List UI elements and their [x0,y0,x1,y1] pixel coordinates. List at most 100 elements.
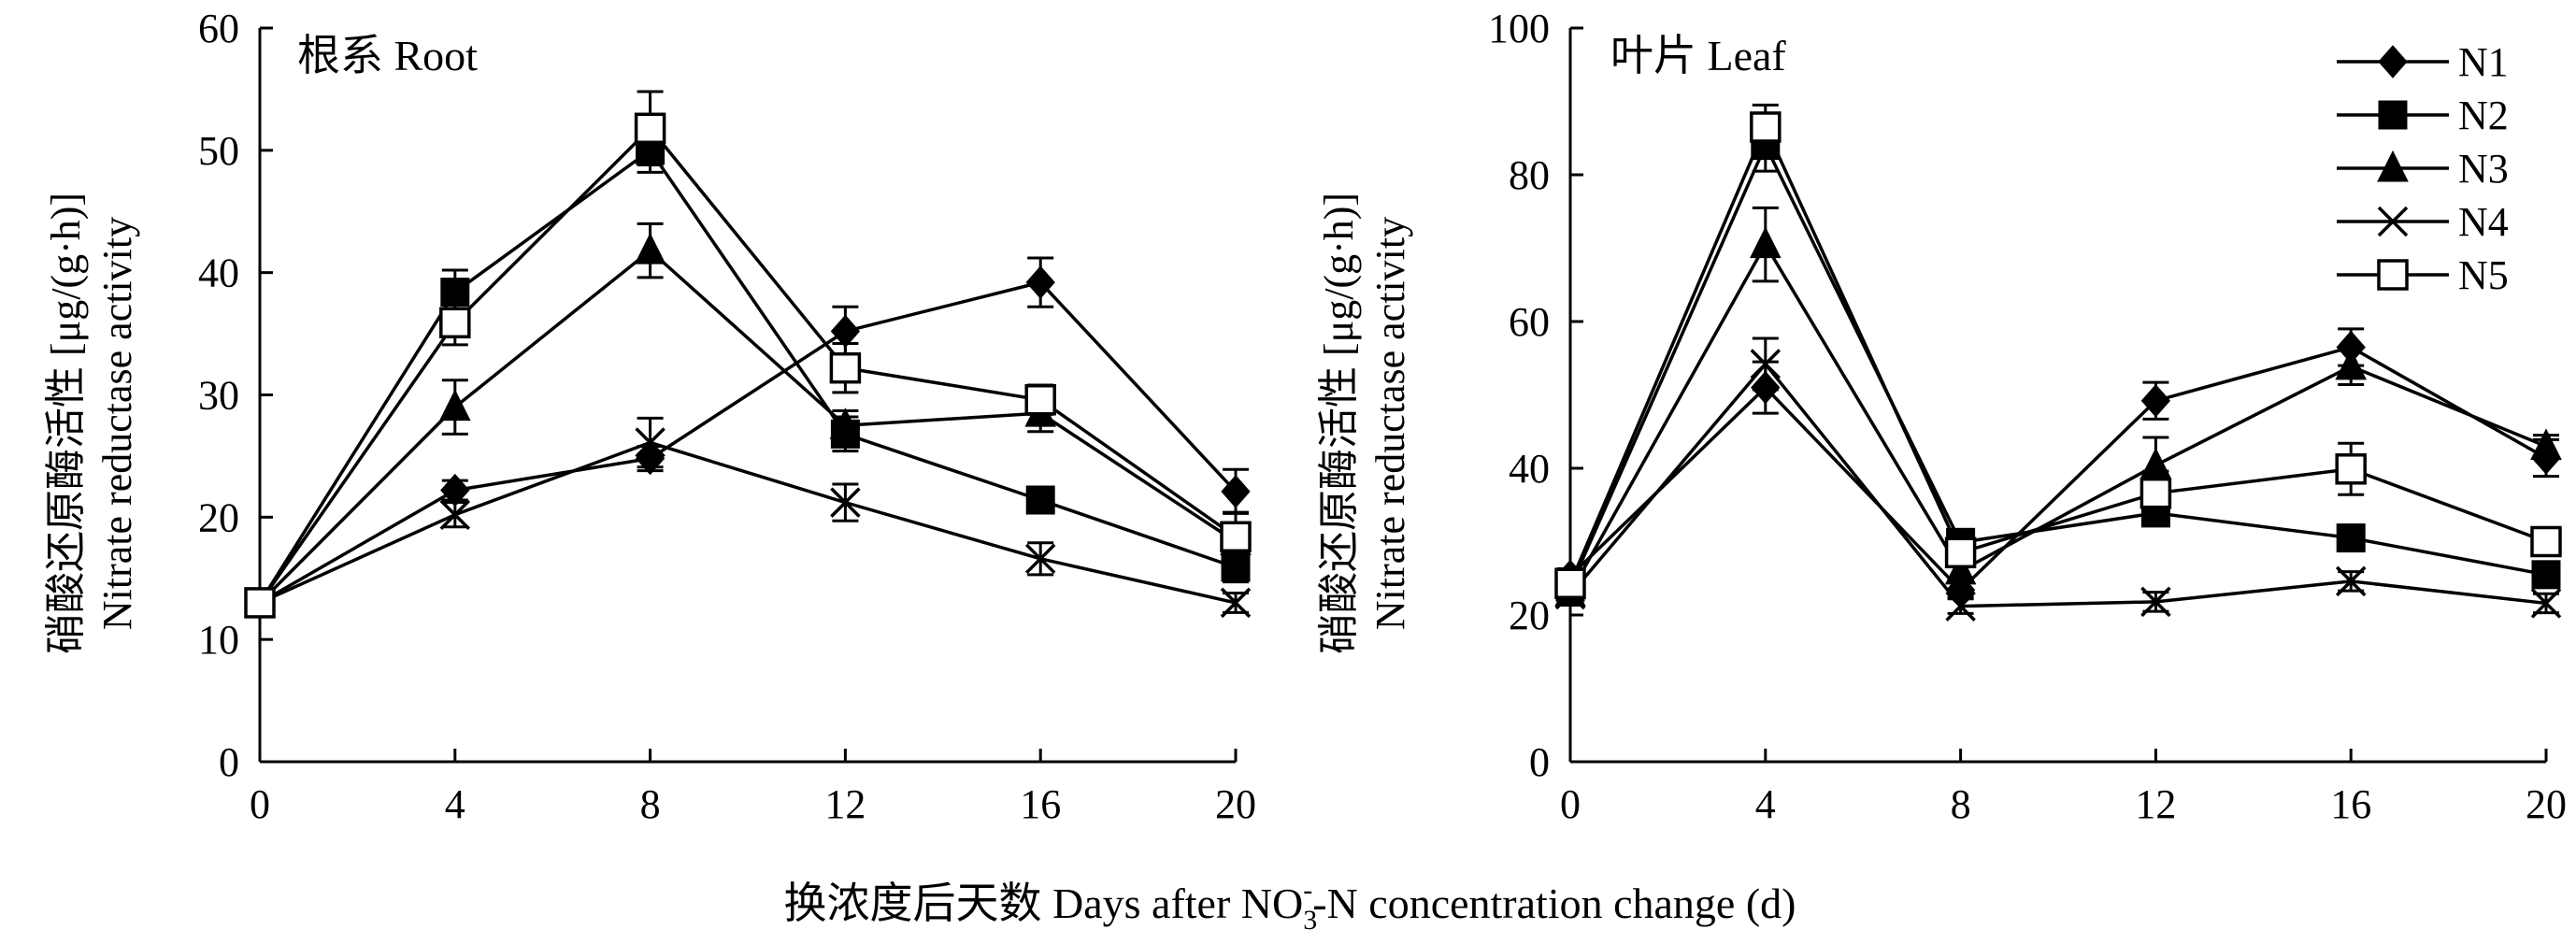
root-ylabel-cn: 硝酸还原酶活性 [μg/(g·h)] [43,193,89,654]
leaf-ylabel-en: Nitrate reductase activity [1367,217,1413,630]
leaf-y-tick-label: 60 [1509,299,1550,345]
leaf-point-n2 [2531,560,2561,590]
root-point-n2 [1221,552,1251,582]
legend-item-n2: N2 [2337,93,2509,138]
leaf-point-n5 [2530,525,2562,558]
root-series-n4 [244,416,1252,619]
root-point-n4 [1220,587,1252,619]
legend-item-n5: N5 [2337,252,2509,298]
legend-item-n3: N3 [2337,146,2509,192]
root-point-n5 [1024,383,1056,416]
legend: N1 N2 N3 N4 N5 [2337,39,2509,298]
legend-marker-n3 [2377,150,2409,182]
leaf-point-n5 [1750,111,1782,143]
root-point-n5 [1220,521,1252,553]
leaf-point-n5 [1944,536,1977,569]
legend-label-n3: N3 [2458,146,2509,192]
legend-label-n2: N2 [2458,93,2509,138]
legend-item-n1: N1 [2337,39,2509,85]
root-point-n5 [829,351,862,384]
root-x-tick-label: 4 [445,781,465,827]
root-point-n3 [438,389,471,422]
root-point-n4 [635,427,665,458]
leaf-point-n3 [1749,226,1782,259]
leaf-point-n5 [2140,477,2172,509]
leaf-point-n3 [2335,348,2368,380]
leaf-point-n4 [2530,588,2562,619]
leaf-x-tick-label: 12 [2135,781,2176,827]
leaf-x-tick-label: 0 [1560,781,1581,827]
legend-label-n1: N1 [2458,39,2509,85]
leaf-y-tick-label: 0 [1529,739,1550,785]
root-line-n4 [259,440,1237,605]
leaf-y-tick-label: 80 [1509,152,1550,198]
leaf-series-n1 [1555,327,2561,608]
root-point-n3 [634,232,666,265]
root-x-tick-label: 16 [1020,781,1061,827]
root-point-n3 [829,408,862,439]
leaf-line-n4 [1568,361,2547,608]
root-series-n3 [244,222,1252,617]
leaf-line-n1 [1568,345,2547,593]
root-y-tick-label: 20 [198,494,239,540]
root-ylabel-en: Nitrate reductase activity [94,217,140,630]
leaf-point-n4 [1945,591,1976,622]
root-series-n1 [245,256,1251,620]
root-point-n4 [1024,543,1056,575]
leaf-x-tick-label: 8 [1951,781,1971,827]
root-y-tick-label: 60 [198,6,239,51]
leaf-panel-title: 叶片 Leaf [1610,32,1786,79]
leaf-x-tick-label: 16 [2330,781,2371,827]
root-line-n2 [258,148,1237,604]
leaf-ylabel-cn: 硝酸还原酶活性 [μg/(g·h)] [1316,193,1362,654]
root-point-n1 [1025,265,1055,299]
root-y-tick-label: 50 [198,128,239,174]
root-x-tick-label: 20 [1215,781,1256,827]
root-panel-title: 根系 Root [297,32,478,79]
x-axis-label-main: 换浓度后天数 Days after NO [784,880,1304,927]
leaf-y-tick-label: 100 [1488,6,1550,51]
x-axis-label: 换浓度后天数 Days after NO3--N concentration c… [784,875,1796,936]
legend-marker-n2 [2378,100,2408,130]
root-point-n5 [244,587,276,619]
root-point-n5 [439,307,471,339]
x-axis-label-sub: 3 [1303,905,1317,936]
root-panel: 0 10 20 30 40 50 60 0 4 8 12 16 20 [198,6,1256,827]
leaf-line-n2 [1568,141,2547,588]
root-x-tick-label: 8 [640,781,661,827]
root-series-n2 [245,126,1251,618]
legend-item-n4: N4 [2337,199,2509,245]
root-y-tick-label: 40 [198,250,239,296]
leaf-point-n5 [2335,453,2367,485]
legend-marker-n1 [2378,45,2408,79]
leaf-panel: 0 20 40 60 80 100 0 4 8 12 16 20 [1488,6,2567,827]
root-point-n1 [1221,475,1251,508]
root-x-tick-label: 12 [824,781,866,827]
leaf-series-n5 [1554,103,2562,599]
leaf-point-n4 [2140,586,2171,618]
x-axis-label-tail: -N concentration change (d) [1312,880,1796,927]
root-series-n5 [244,90,1252,619]
root-point-n4 [830,487,861,518]
root-y-tick-label: 0 [219,739,239,785]
leaf-series-n2 [1555,118,2561,602]
leaf-point-n5 [1554,567,1586,599]
root-point-n4 [439,499,471,530]
legend-label-n5: N5 [2458,252,2509,298]
leaf-x-tick-label: 20 [2526,781,2567,827]
root-point-n2 [1025,485,1055,515]
leaf-line-n3 [1568,241,2547,594]
root-point-n5 [634,112,666,145]
leaf-y-tick-label: 40 [1509,446,1550,492]
root-line-n3 [258,248,1237,605]
leaf-x-tick-label: 4 [1755,781,1776,827]
leaf-point-n1 [2140,384,2171,418]
leaf-line-n5 [1568,122,2547,584]
root-x-tick-label: 0 [250,781,270,827]
leaf-y-tick-label: 20 [1509,593,1550,638]
root-y-tick-label: 30 [198,373,239,419]
legend-marker-n4 [2377,206,2409,237]
leaf-point-n2 [2336,523,2366,553]
leaf-point-n4 [2335,565,2367,597]
